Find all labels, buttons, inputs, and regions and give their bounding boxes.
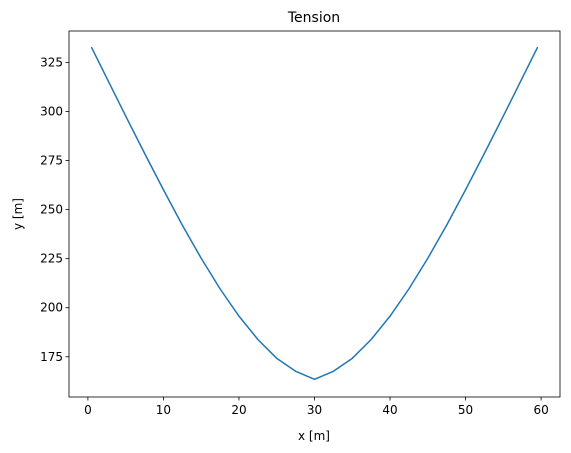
y-tick-label: 225 <box>40 252 63 266</box>
y-tick-label: 275 <box>40 154 63 168</box>
x-tick-label: 20 <box>231 403 246 417</box>
y-tick-label: 325 <box>40 55 63 69</box>
x-tick-label: 10 <box>156 403 171 417</box>
x-tick-label: 60 <box>533 403 548 417</box>
y-tick-label: 175 <box>40 350 63 364</box>
x-axis: 0 10 20 30 40 50 60 <box>84 397 549 417</box>
y-tick-label: 200 <box>40 301 63 315</box>
x-tick-label: 30 <box>307 403 322 417</box>
chart-title: Tension <box>287 10 340 26</box>
x-tick-label: 0 <box>84 403 92 417</box>
y-tick-label: 300 <box>40 104 63 118</box>
y-tick-label: 250 <box>40 203 63 217</box>
x-tick-label: 40 <box>382 403 397 417</box>
plot-area <box>90 46 539 381</box>
series-line-0 <box>90 46 539 381</box>
x-axis-label: x [m] <box>298 429 330 443</box>
y-axis: 175 200 225 250 275 300 325 <box>40 55 69 364</box>
y-axis-label: y [m] <box>11 198 25 230</box>
x-tick-label: 50 <box>458 403 473 417</box>
